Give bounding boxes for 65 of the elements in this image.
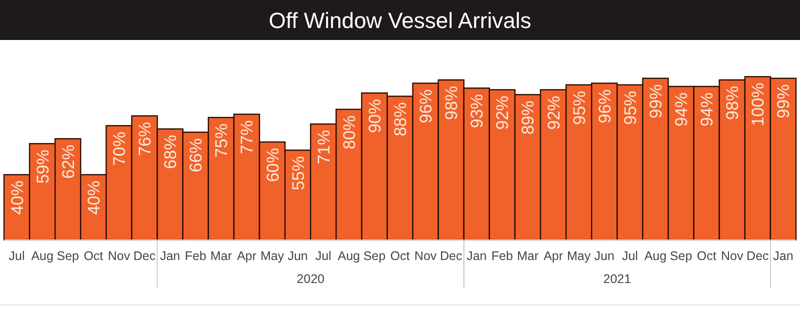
data-label: 100%	[748, 82, 768, 126]
data-label: 98%	[442, 86, 462, 120]
x-tick-label: Nov	[108, 249, 131, 263]
x-tick-label: Nov	[721, 249, 744, 263]
data-label: 99%	[646, 84, 666, 118]
x-tick-label: Oct	[84, 249, 104, 263]
x-tick-label: Feb	[184, 249, 206, 263]
x-tick-label: Sep	[363, 249, 386, 263]
x-tick-label: Dec	[133, 249, 156, 263]
data-label: 96%	[416, 89, 436, 124]
data-label: 80%	[340, 115, 359, 150]
data-label: 94%	[698, 92, 717, 126]
data-label: 66%	[186, 138, 206, 172]
x-tick-label: Jul	[622, 249, 638, 263]
x-tick-label: Sep	[670, 249, 692, 263]
x-tick-label: Mar	[516, 249, 539, 263]
x-tick-label: Dec	[746, 249, 769, 263]
data-label: 96%	[595, 89, 614, 124]
data-label: 95%	[570, 90, 589, 125]
chart-title: Off Window Vessel Arrivals	[268, 8, 532, 33]
x-tick-label: Aug	[338, 249, 360, 263]
text: 2020	[296, 272, 325, 286]
data-label: 40%	[84, 180, 104, 215]
data-label: 93%	[468, 94, 487, 128]
x-tick-label: Sep	[56, 249, 80, 263]
data-label: 75%	[212, 124, 232, 158]
data-label: 92%	[493, 96, 512, 130]
data-label: 99%	[774, 84, 794, 118]
x-tick-label: Nov	[414, 249, 438, 263]
x-tick-label: Apr	[236, 249, 256, 263]
x-tick-label: Jul	[8, 249, 25, 263]
x-tick-label: Feb	[491, 249, 514, 263]
x-tick-label: Aug	[644, 249, 667, 263]
data-label: 55%	[288, 156, 308, 190]
data-label: 71%	[314, 130, 334, 164]
data-label: 59%	[33, 150, 52, 184]
data-label: 89%	[518, 100, 538, 135]
data-label: 60%	[263, 148, 282, 182]
data-label: 70%	[110, 132, 129, 166]
data-label: 88%	[391, 102, 410, 136]
data-label: 76%	[136, 122, 155, 156]
data-label: 94%	[672, 92, 692, 126]
data-label: 77%	[238, 120, 257, 154]
x-tick-label: Dec	[440, 249, 462, 263]
x-tick-label: Jun	[288, 249, 308, 263]
x-tick-label: Jul	[315, 249, 332, 263]
x-tick-label: Apr	[544, 249, 564, 263]
x-tick-label: Jun	[594, 249, 615, 263]
x-tick-label: May	[567, 249, 592, 263]
x-tick-label: Aug	[31, 249, 54, 263]
x-tick-label: Jan	[773, 249, 794, 263]
data-label: 40%	[8, 180, 27, 215]
x-tick-label: Jan	[160, 249, 180, 263]
data-label: 68%	[161, 134, 180, 169]
data-label: 92%	[544, 96, 564, 130]
x-tick-label: Mar	[210, 249, 232, 263]
data-label: 90%	[365, 99, 384, 134]
data-label: 98%	[723, 86, 742, 120]
text: 2021	[603, 272, 632, 286]
x-tick-label: Jan	[466, 249, 487, 263]
x-tick-label: Oct	[696, 249, 717, 263]
x-tick-label: May	[260, 249, 285, 263]
data-label: 95%	[620, 90, 640, 125]
data-label: 62%	[58, 144, 78, 179]
x-tick-label: Oct	[390, 249, 410, 263]
